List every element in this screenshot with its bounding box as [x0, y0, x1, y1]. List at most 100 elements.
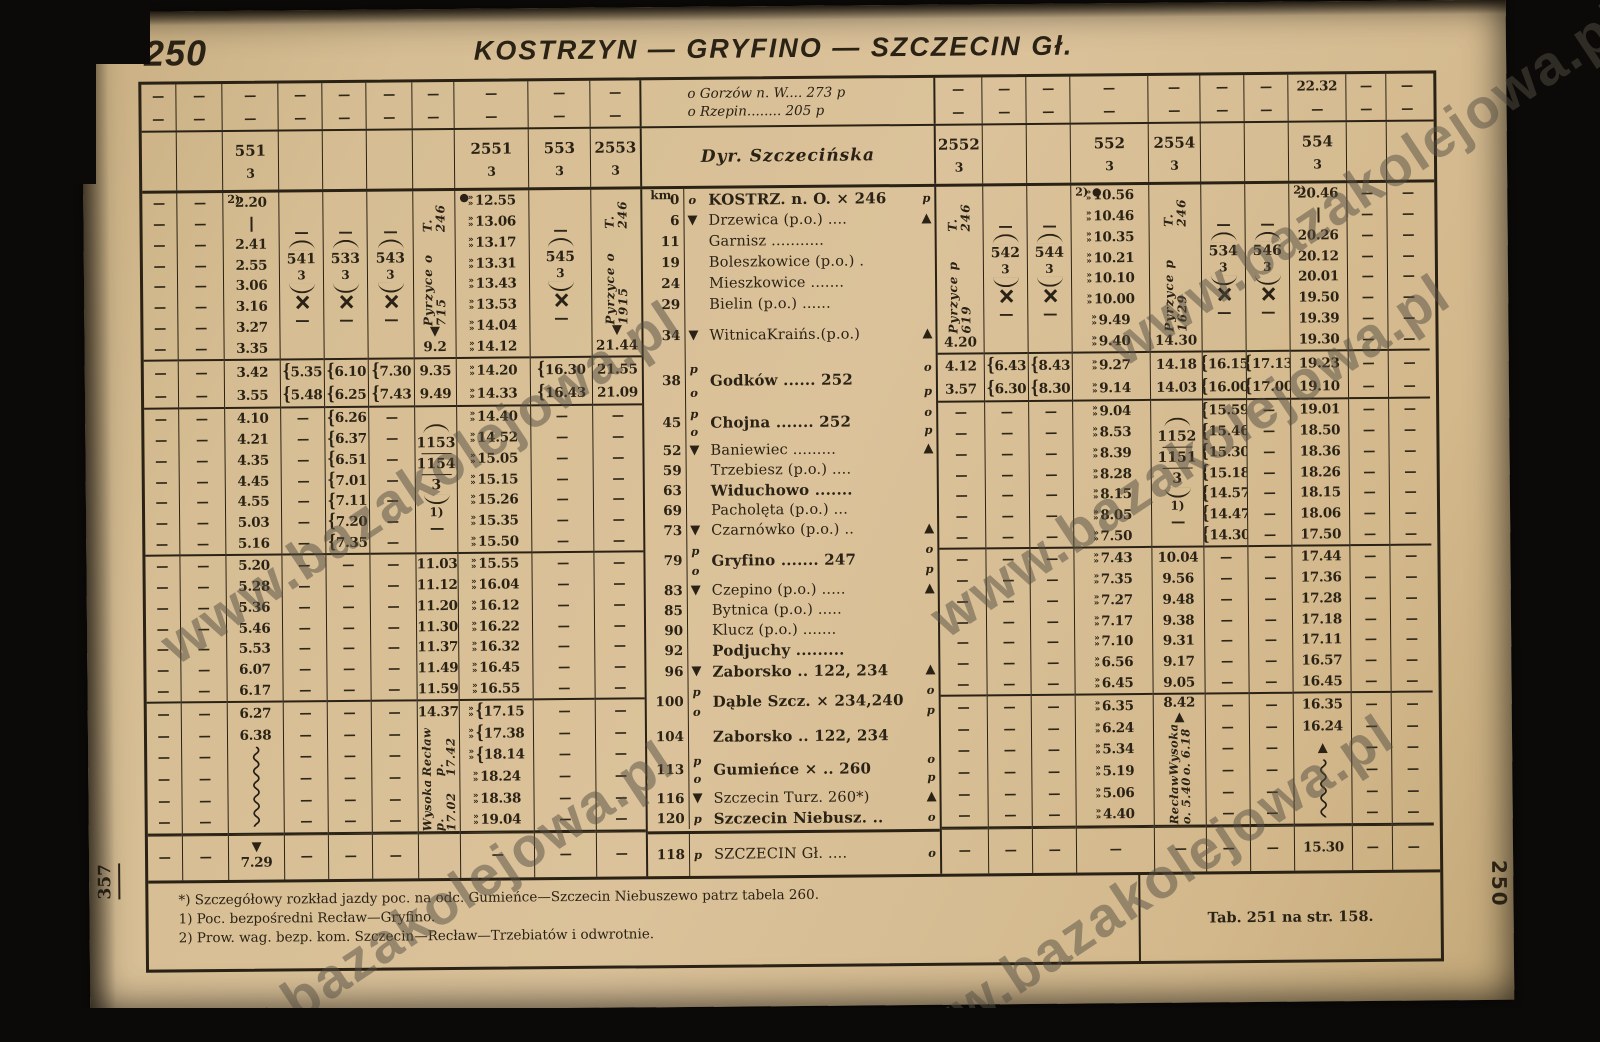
stop-letter: p — [693, 753, 702, 768]
time-cell: — — [1033, 804, 1076, 826]
time-cell: — — [147, 747, 181, 769]
stop-letter: o — [927, 809, 936, 824]
dash-mark: — — [1262, 402, 1275, 419]
time-cell: — — [1346, 97, 1385, 120]
station-name: SZCZECIN Gł. .... — [713, 845, 848, 863]
oval-arc-bottom — [332, 282, 359, 294]
time-cell: — — [143, 256, 177, 277]
dash-mark: — — [198, 682, 211, 699]
direction-triangle-icon: ▼ — [690, 582, 701, 598]
train-header — [983, 125, 1027, 183]
time-cell: 3.42 — [225, 361, 280, 384]
brace-mark: { — [986, 355, 995, 377]
time-cell: 11.37 — [417, 637, 458, 658]
dash-mark: — — [244, 110, 257, 127]
station-name: Dąble Szcz. × 234,240 — [712, 691, 904, 711]
stop-letters-left — [687, 461, 703, 481]
dash-mark: — — [1220, 591, 1233, 608]
brace-mark: { — [326, 361, 335, 383]
station-name: Czepino (p.o.) ..... — [711, 581, 846, 599]
dash-mark: — — [1263, 443, 1276, 460]
chevron-strip: » » — [1095, 741, 1101, 758]
dash-mark: — — [298, 578, 311, 595]
time-value: 16.45 — [1301, 672, 1343, 690]
time-cell: — — [1251, 802, 1294, 824]
time-cell: 2.55 — [224, 255, 279, 276]
oval-class: 3 — [386, 267, 395, 282]
km-value: 118 — [647, 833, 691, 877]
time-value: 7.35 — [1100, 571, 1133, 588]
time-cell: 15.30 — [1295, 826, 1352, 867]
station-row: 52 ▼ Baniewiec ......... ▲ — [644, 439, 936, 462]
time-value: 15.05 — [477, 450, 519, 467]
time-cell: — — [940, 674, 986, 695]
dash-mark: — — [1221, 697, 1234, 714]
brace-mark: { — [1203, 400, 1209, 422]
title-bar: 250 KOSTRZYN — GRYFINO — SZCZECIN Gł. — [130, 16, 1460, 80]
brace-mark: { — [475, 701, 484, 723]
time-cell: — — [181, 577, 226, 598]
time-value: 17.00 — [1252, 378, 1291, 395]
time-value: 6.27 — [239, 705, 272, 722]
dash-cell: — — [338, 309, 354, 328]
time-value: 14.47 — [1209, 506, 1248, 523]
dash-mark: — — [1405, 651, 1418, 668]
train-numbers-right: 2552 3 552 3 2554 3 554 3 — [936, 121, 1429, 184]
time-value: 21.44 — [595, 337, 639, 354]
oval-class: 3 — [1045, 261, 1054, 276]
dash-mark: — — [957, 676, 970, 693]
time-cell: — — [1030, 464, 1073, 485]
time-cell: 6.17 — [227, 680, 282, 701]
km-value: 92 — [646, 640, 689, 662]
column-section: — — — — — — — — [594, 552, 645, 700]
column-section: — — [1154, 826, 1207, 869]
train-header — [323, 131, 367, 189]
time-cell: — — [1388, 286, 1429, 307]
time-value: 5.35 — [290, 363, 323, 380]
time-cell: — — [941, 696, 987, 718]
time-cell: — — [327, 617, 370, 638]
time-cell: — — [938, 402, 984, 423]
column-section: —543 3— — [367, 191, 414, 360]
dash-mark: — — [615, 810, 628, 827]
station-row: 90 Klucz (p.o.) ....... — [646, 619, 938, 642]
time-cell: — — [1348, 328, 1387, 349]
timetable-column: — — — [1199, 75, 1244, 122]
time-cell: — — [1030, 484, 1073, 505]
time-cell — [419, 834, 460, 875]
dash-mark: — — [1406, 782, 1420, 799]
time-value: 14.33 — [476, 384, 518, 402]
time-value: 4.55 — [237, 493, 270, 511]
time-cell: 17.50 — [1292, 524, 1349, 545]
stop-letter: o — [693, 771, 702, 786]
dash-mark: — — [1361, 309, 1374, 326]
dash-mark: — — [196, 535, 209, 552]
stop-letters-right — [921, 459, 937, 479]
timetable-column: —544 3—{8.43{8.30— — — — — — — — — — — — — — — — — — — — — — [1026, 185, 1077, 873]
direction-triangle-icon: ▲ — [921, 210, 932, 226]
dash-cell: — — [997, 216, 1013, 235]
time-cell: 9.31 — [1153, 630, 1204, 651]
time-cell: — — [531, 406, 592, 427]
dash-mark: — — [1405, 610, 1418, 627]
oval-train-number: 543 — [375, 250, 406, 267]
dash-mark: — — [157, 706, 170, 723]
dash-cell: — — [294, 310, 310, 329]
time-cell: — — [595, 677, 644, 698]
dash-mark: — — [1222, 805, 1235, 822]
time-cell: 19.30 — [1290, 328, 1347, 349]
column-section: — — — — — — — [283, 702, 328, 835]
time-cell: — — [366, 82, 411, 105]
time-value: 22.32 — [1296, 77, 1338, 95]
time-value: 10.35 — [1093, 228, 1135, 246]
column-section: 16.35 16.24 ▲ — [1293, 693, 1352, 826]
time-cell: ▲ — [1154, 709, 1205, 724]
stop-letters-left: ▼ — [686, 441, 702, 461]
train-class: 3 — [246, 165, 255, 181]
timetable-column: 552 3 — [1069, 123, 1149, 183]
rotated-train-note: Pyrzyce p 619 T. 246 4.20 — [936, 186, 983, 352]
time-value: 6.51 — [335, 451, 368, 468]
time-cell: — — [1349, 399, 1388, 420]
dash-mark: — — [389, 790, 402, 808]
